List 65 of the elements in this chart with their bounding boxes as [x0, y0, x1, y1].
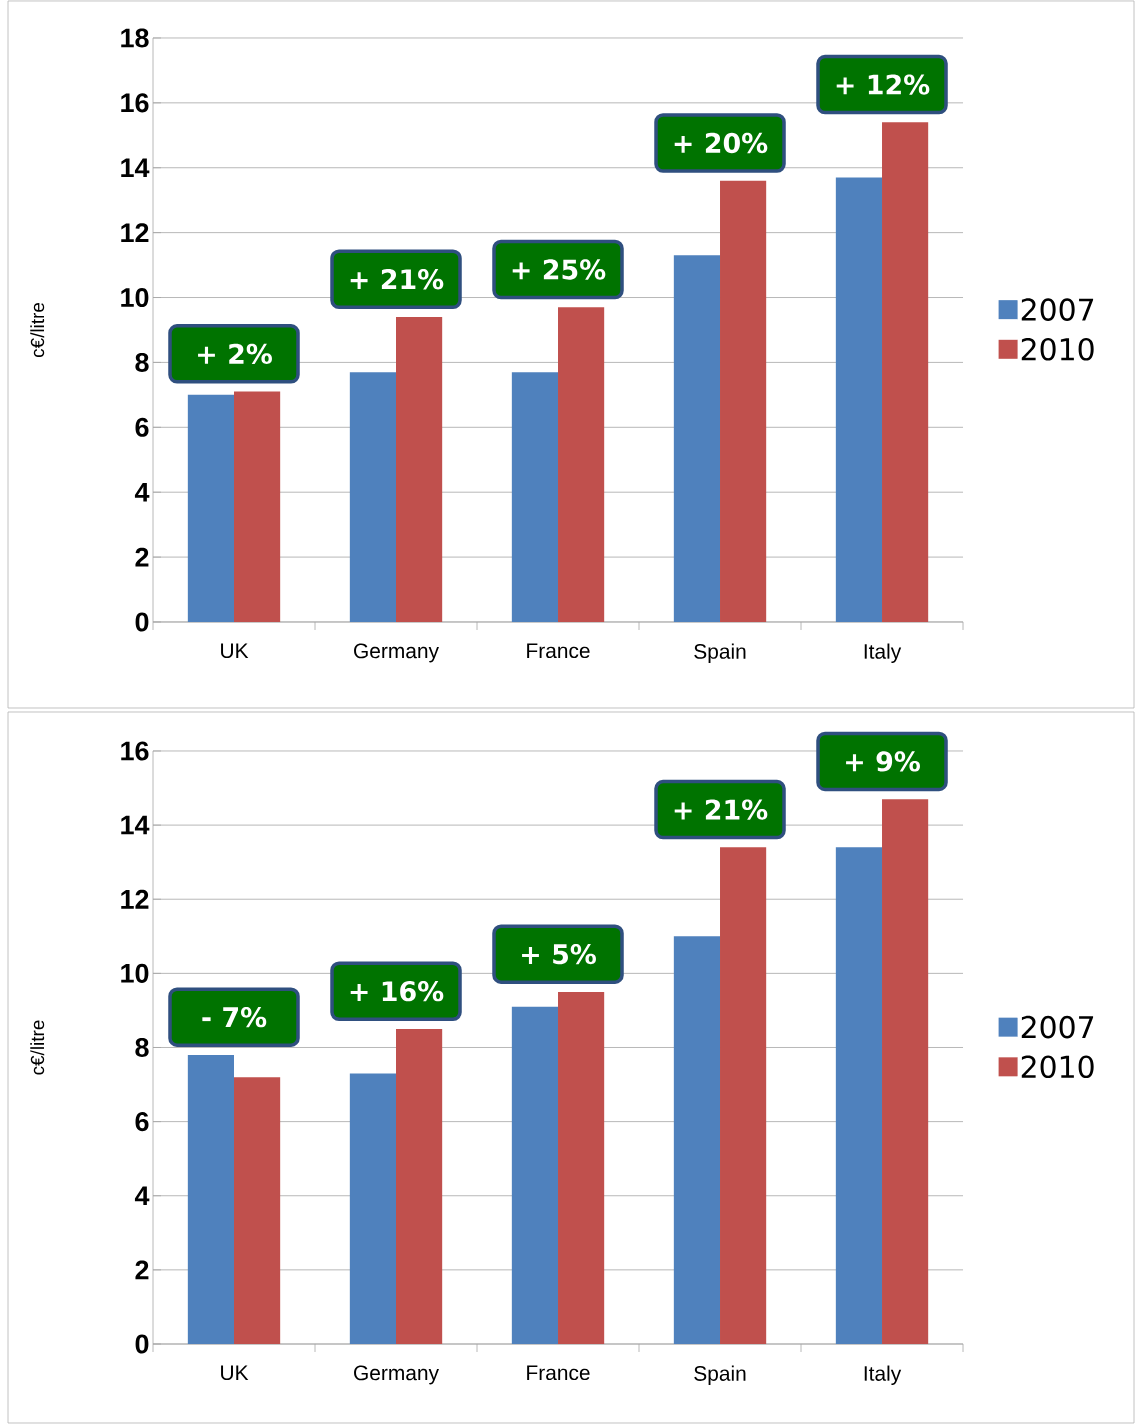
bar — [673, 255, 721, 622]
y-tick-label: 6 — [135, 417, 149, 437]
annotation: + 2% — [198, 343, 272, 365]
y-tick-label: 0 — [135, 1334, 149, 1354]
bar — [835, 177, 883, 622]
annotation: - 7% — [202, 1006, 267, 1028]
bar — [835, 847, 883, 1344]
y-tick-label: 0 — [135, 612, 149, 632]
y-tick-label: 16 — [121, 741, 149, 761]
y-tick-label: 12 — [121, 223, 149, 243]
x-tick-label: France — [527, 1365, 590, 1381]
y-tick-label: 2 — [135, 547, 149, 567]
bar — [720, 180, 767, 622]
x-tick-label: Spain — [694, 643, 746, 663]
bar — [720, 847, 767, 1344]
y-tick-label: 10 — [121, 963, 149, 983]
legend-label: 2007 — [1021, 298, 1094, 321]
bar — [882, 799, 929, 1344]
y-tick-label: 4 — [134, 482, 150, 502]
legend-label: 2007 — [1021, 1015, 1094, 1039]
annotation: + 12% — [836, 74, 930, 95]
bar — [234, 391, 281, 622]
x-tick-label: Germany — [354, 1365, 439, 1385]
bar — [558, 991, 605, 1344]
x-tick-label: UK — [221, 1365, 249, 1381]
annotation: + 16% — [350, 981, 444, 1002]
x-tick-label: UK — [221, 643, 249, 659]
x-tick-label: Germany — [354, 643, 439, 663]
bar — [349, 372, 397, 622]
bar — [396, 1028, 443, 1344]
annotation: + 21% — [674, 799, 768, 820]
annotation: + 21% — [350, 269, 444, 290]
y-tick-label: 8 — [135, 1037, 149, 1058]
x-tick-label: Spain — [694, 1365, 746, 1386]
annotation: + 5% — [522, 943, 596, 965]
bar — [882, 122, 929, 622]
bar — [511, 1006, 559, 1344]
bar — [187, 1054, 234, 1344]
legend-label: 2010 — [1021, 337, 1094, 361]
y-tick-label: 2 — [135, 1260, 149, 1280]
bar — [558, 307, 605, 622]
bar — [187, 394, 234, 622]
y-tick-label: 14 — [121, 815, 150, 835]
y-tick-label: 12 — [121, 889, 149, 909]
bar — [511, 372, 559, 622]
x-tick-label: Italy — [864, 1365, 902, 1386]
y-axis-title: c€/litre — [30, 302, 45, 358]
y-tick-label: 8 — [135, 352, 149, 372]
bar — [234, 1077, 281, 1344]
y-tick-label: 4 — [134, 1186, 150, 1205]
y-axis-title: c€/litre — [30, 1020, 45, 1075]
x-tick-label: France — [527, 643, 590, 659]
bar — [673, 936, 721, 1344]
y-tick-label: 6 — [135, 1112, 149, 1132]
y-tick-label: 14 — [121, 158, 150, 177]
annotation: + 20% — [674, 132, 768, 154]
x-tick-label: Italy — [864, 643, 902, 663]
annotation: + 9% — [846, 751, 920, 772]
y-tick-label: 16 — [121, 93, 149, 113]
legend-label: 2010 — [1021, 1055, 1094, 1079]
y-tick-label: 18 — [121, 28, 149, 48]
y-tick-label: 10 — [121, 288, 149, 308]
bar — [349, 1073, 397, 1344]
bar — [396, 316, 443, 622]
annotation: + 25% — [512, 259, 606, 280]
